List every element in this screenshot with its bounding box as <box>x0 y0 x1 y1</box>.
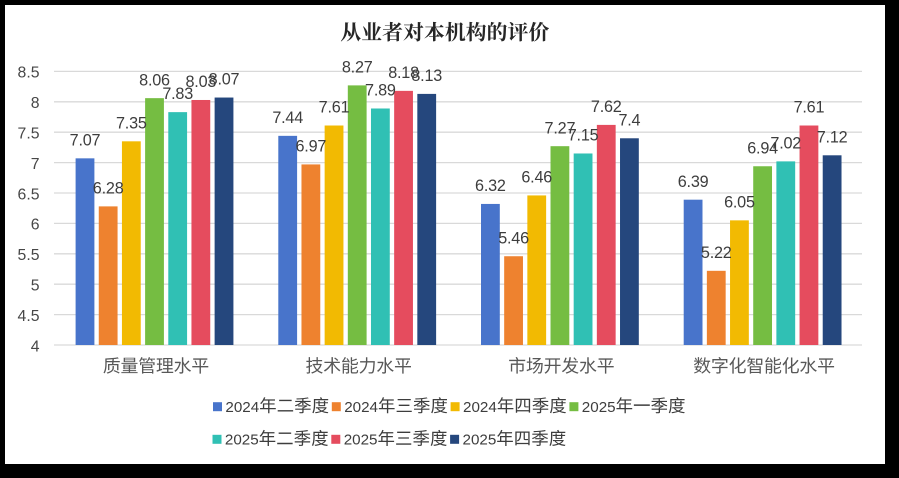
svg-text:6.28: 6.28 <box>93 179 124 197</box>
svg-text:4.5: 4.5 <box>18 308 40 325</box>
svg-text:6: 6 <box>31 217 40 234</box>
svg-text:6.5: 6.5 <box>18 186 40 203</box>
svg-text:4: 4 <box>31 338 40 355</box>
svg-text:7.27: 7.27 <box>545 119 576 137</box>
svg-text:7.12: 7.12 <box>817 128 848 146</box>
svg-text:6.94: 6.94 <box>747 139 778 157</box>
svg-text:7.5: 7.5 <box>18 126 40 143</box>
svg-text:2024: 2024 <box>463 399 497 416</box>
svg-text:7.4: 7.4 <box>618 111 640 129</box>
svg-text:7.35: 7.35 <box>116 114 147 132</box>
svg-text:7.62: 7.62 <box>591 98 622 116</box>
svg-text:8.18: 8.18 <box>388 64 419 82</box>
svg-text:7.61: 7.61 <box>319 99 350 117</box>
svg-text:2025: 2025 <box>463 432 497 449</box>
svg-text:2024: 2024 <box>344 399 378 416</box>
svg-text:8: 8 <box>31 95 40 112</box>
svg-text:7.02: 7.02 <box>770 134 801 152</box>
svg-text:7.61: 7.61 <box>794 99 825 117</box>
svg-text:8.06: 8.06 <box>139 71 170 89</box>
svg-text:8.5: 8.5 <box>18 65 40 82</box>
svg-text:7.07: 7.07 <box>70 131 101 149</box>
svg-text:7.15: 7.15 <box>568 127 599 145</box>
svg-text:7: 7 <box>31 156 40 173</box>
svg-text:8.27: 8.27 <box>342 58 373 76</box>
svg-text:5: 5 <box>31 278 40 295</box>
svg-text:2024: 2024 <box>225 399 259 416</box>
svg-text:5.22: 5.22 <box>701 244 732 262</box>
svg-text:7.89: 7.89 <box>365 82 396 100</box>
svg-text:6.32: 6.32 <box>475 177 506 195</box>
svg-text:8.03: 8.03 <box>185 73 216 91</box>
svg-text:2025: 2025 <box>582 399 616 416</box>
svg-text:7.44: 7.44 <box>272 109 303 127</box>
svg-text:5.5: 5.5 <box>18 247 40 264</box>
svg-text:8.07: 8.07 <box>209 71 240 89</box>
svg-text:2025: 2025 <box>344 432 378 449</box>
svg-text:6.05: 6.05 <box>724 193 755 211</box>
svg-text:7.83: 7.83 <box>162 85 193 103</box>
svg-text:6.46: 6.46 <box>521 169 552 187</box>
svg-text:2025: 2025 <box>225 432 259 449</box>
svg-text:8.13: 8.13 <box>411 67 442 85</box>
svg-text:5.46: 5.46 <box>498 229 529 247</box>
svg-text:6.39: 6.39 <box>678 173 709 191</box>
svg-text:6.97: 6.97 <box>296 138 327 156</box>
